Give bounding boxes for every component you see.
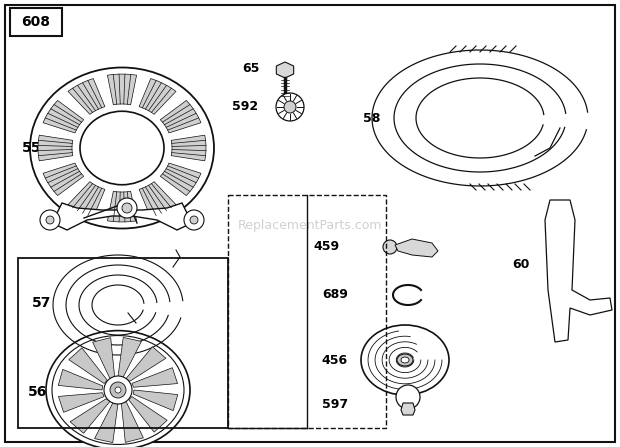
Polygon shape xyxy=(43,163,84,195)
Polygon shape xyxy=(132,368,177,387)
Polygon shape xyxy=(38,135,73,161)
Polygon shape xyxy=(545,200,612,342)
Polygon shape xyxy=(68,182,105,217)
Polygon shape xyxy=(277,62,294,78)
Ellipse shape xyxy=(80,111,164,185)
Circle shape xyxy=(184,210,204,230)
Text: ReplacementParts.com: ReplacementParts.com xyxy=(237,219,383,232)
Text: 57: 57 xyxy=(32,296,51,310)
Polygon shape xyxy=(95,402,118,443)
Text: 56: 56 xyxy=(29,385,48,399)
Ellipse shape xyxy=(401,357,409,363)
Text: 456: 456 xyxy=(322,354,348,367)
Polygon shape xyxy=(43,101,84,133)
Circle shape xyxy=(115,387,121,393)
Polygon shape xyxy=(171,135,206,161)
Circle shape xyxy=(122,203,132,213)
Circle shape xyxy=(46,216,54,224)
Text: 58: 58 xyxy=(363,111,380,125)
Text: 60: 60 xyxy=(513,258,530,271)
Polygon shape xyxy=(58,369,103,390)
Polygon shape xyxy=(52,203,192,230)
Circle shape xyxy=(383,240,397,254)
Polygon shape xyxy=(395,239,438,257)
Polygon shape xyxy=(92,337,115,379)
Text: 689: 689 xyxy=(322,288,348,301)
Polygon shape xyxy=(107,74,136,105)
Circle shape xyxy=(396,385,420,409)
Polygon shape xyxy=(161,163,201,195)
Polygon shape xyxy=(69,348,107,384)
Circle shape xyxy=(276,93,304,121)
Circle shape xyxy=(40,210,60,230)
Text: 592: 592 xyxy=(232,101,258,114)
Polygon shape xyxy=(118,337,141,378)
Bar xyxy=(10,8,62,36)
Circle shape xyxy=(110,382,126,398)
Polygon shape xyxy=(139,79,176,114)
Polygon shape xyxy=(126,347,166,381)
Ellipse shape xyxy=(361,325,449,395)
Polygon shape xyxy=(70,399,110,433)
Text: 65: 65 xyxy=(242,62,260,75)
Circle shape xyxy=(190,216,198,224)
Bar xyxy=(228,195,386,428)
Polygon shape xyxy=(58,393,104,412)
Polygon shape xyxy=(107,191,136,222)
Ellipse shape xyxy=(397,354,413,366)
Text: 459: 459 xyxy=(314,240,340,253)
Polygon shape xyxy=(129,396,167,432)
Polygon shape xyxy=(161,101,201,133)
Polygon shape xyxy=(133,390,178,411)
Text: 608: 608 xyxy=(22,15,50,29)
Polygon shape xyxy=(401,403,415,415)
Ellipse shape xyxy=(30,67,214,228)
Ellipse shape xyxy=(46,331,190,447)
Polygon shape xyxy=(68,79,105,114)
Bar xyxy=(18,258,228,428)
Polygon shape xyxy=(122,401,143,443)
Text: 597: 597 xyxy=(322,398,348,412)
Circle shape xyxy=(117,198,137,218)
Text: 55: 55 xyxy=(22,141,42,155)
Circle shape xyxy=(284,101,296,113)
Polygon shape xyxy=(139,182,176,217)
Ellipse shape xyxy=(52,336,184,444)
Circle shape xyxy=(104,376,132,404)
